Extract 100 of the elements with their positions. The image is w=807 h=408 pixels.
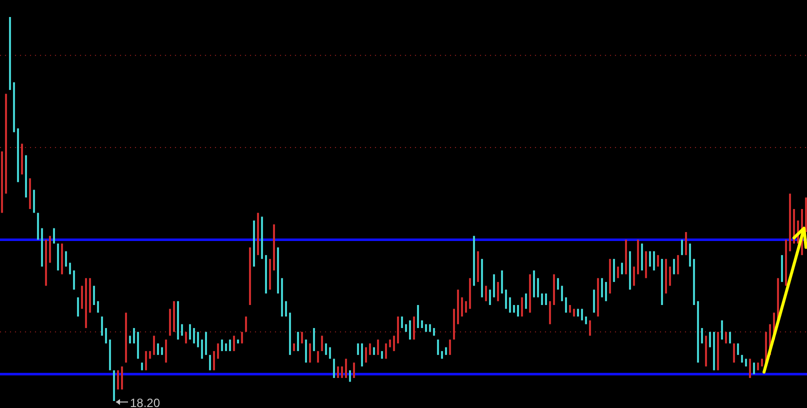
candlestick (373, 347, 375, 355)
candlestick (757, 362, 759, 370)
candlestick (49, 236, 51, 263)
candlestick (429, 324, 431, 332)
candlestick (597, 278, 599, 317)
candlestick (341, 366, 343, 378)
candlestick (193, 328, 195, 344)
candlestick (689, 244, 691, 267)
candlestick (381, 351, 383, 359)
candlestick (65, 251, 67, 267)
candlestick (717, 332, 719, 370)
candlestick (685, 232, 687, 256)
candlestick (141, 362, 143, 370)
candlestick (101, 316, 103, 336)
candlestick (81, 286, 83, 309)
candlestick (621, 262, 623, 274)
candlestick (133, 328, 135, 344)
candlestick (9, 17, 11, 90)
candlestick (165, 340, 167, 363)
candlestick (569, 305, 571, 313)
candlestick (725, 332, 727, 344)
candlestick (261, 216, 263, 259)
candlestick (793, 209, 795, 244)
candlestick (321, 336, 323, 352)
candlestick (745, 358, 747, 366)
candlestick (285, 301, 287, 317)
candlestick (453, 308, 455, 340)
candlestick (673, 258, 675, 274)
candlestick (353, 362, 355, 378)
candlestick (185, 332, 187, 344)
candlestick (93, 286, 95, 305)
candlestick (541, 293, 543, 305)
candlestick (405, 324, 407, 332)
candlestick (493, 274, 495, 298)
candlestick (637, 240, 639, 274)
candlestick (289, 312, 291, 355)
candlestick (337, 366, 339, 378)
candlestick (789, 194, 791, 252)
candlestick (89, 278, 91, 313)
candlestick (25, 155, 27, 198)
candlestick (377, 340, 379, 355)
candlestick (705, 336, 707, 366)
candlestick (313, 328, 315, 352)
candlestick (393, 336, 395, 352)
candlestick (129, 336, 131, 344)
annotation: 18.20 (130, 396, 160, 408)
candlestick (161, 347, 163, 355)
candlestick (333, 358, 335, 378)
candlestick (153, 336, 155, 355)
candlestick (305, 340, 307, 363)
candlestick (121, 366, 123, 390)
candlestick (317, 351, 319, 363)
candlestick (713, 332, 715, 370)
candlestick (581, 308, 583, 320)
candlestick (281, 278, 283, 317)
candlestick (737, 343, 739, 355)
candlestick (149, 351, 151, 359)
candlestick (653, 251, 655, 270)
candlestick (301, 332, 303, 344)
candlestick (641, 244, 643, 270)
candlestick (257, 212, 259, 256)
candlestick (785, 240, 787, 286)
candlestick (409, 320, 411, 340)
candlestick (777, 278, 779, 320)
candlestick (53, 228, 55, 244)
candlestick (753, 362, 755, 374)
candlestick (669, 266, 671, 286)
candlestick (21, 144, 23, 174)
candlestick (501, 270, 503, 294)
candlestick (677, 255, 679, 274)
candlestick (173, 301, 175, 332)
candlestick (309, 343, 311, 363)
candlestick (209, 354, 211, 370)
candlestick (277, 247, 279, 294)
candlestick (445, 347, 447, 355)
candlestick (437, 340, 439, 355)
candlestick (269, 258, 271, 290)
candlestick (265, 255, 267, 294)
candlestick (241, 332, 243, 344)
candlestick (5, 94, 7, 194)
candlestick (233, 336, 235, 352)
candlestick (517, 305, 519, 317)
candlestick (761, 358, 763, 366)
candlestick (557, 278, 559, 290)
candlestick (177, 301, 179, 340)
candlestick (189, 324, 191, 340)
candlestick (1, 151, 3, 213)
candlestick (113, 370, 115, 401)
candlestick (505, 290, 507, 309)
candlestick (741, 354, 743, 363)
candlestick (125, 312, 127, 363)
candlestick (749, 358, 751, 378)
candlestick (469, 278, 471, 309)
candlestick (389, 340, 391, 348)
candlestick (217, 343, 219, 359)
candlestick (545, 293, 547, 305)
candlestick (513, 305, 515, 313)
candlestick (37, 212, 39, 240)
candlestick (221, 340, 223, 352)
candlestick (417, 305, 419, 328)
